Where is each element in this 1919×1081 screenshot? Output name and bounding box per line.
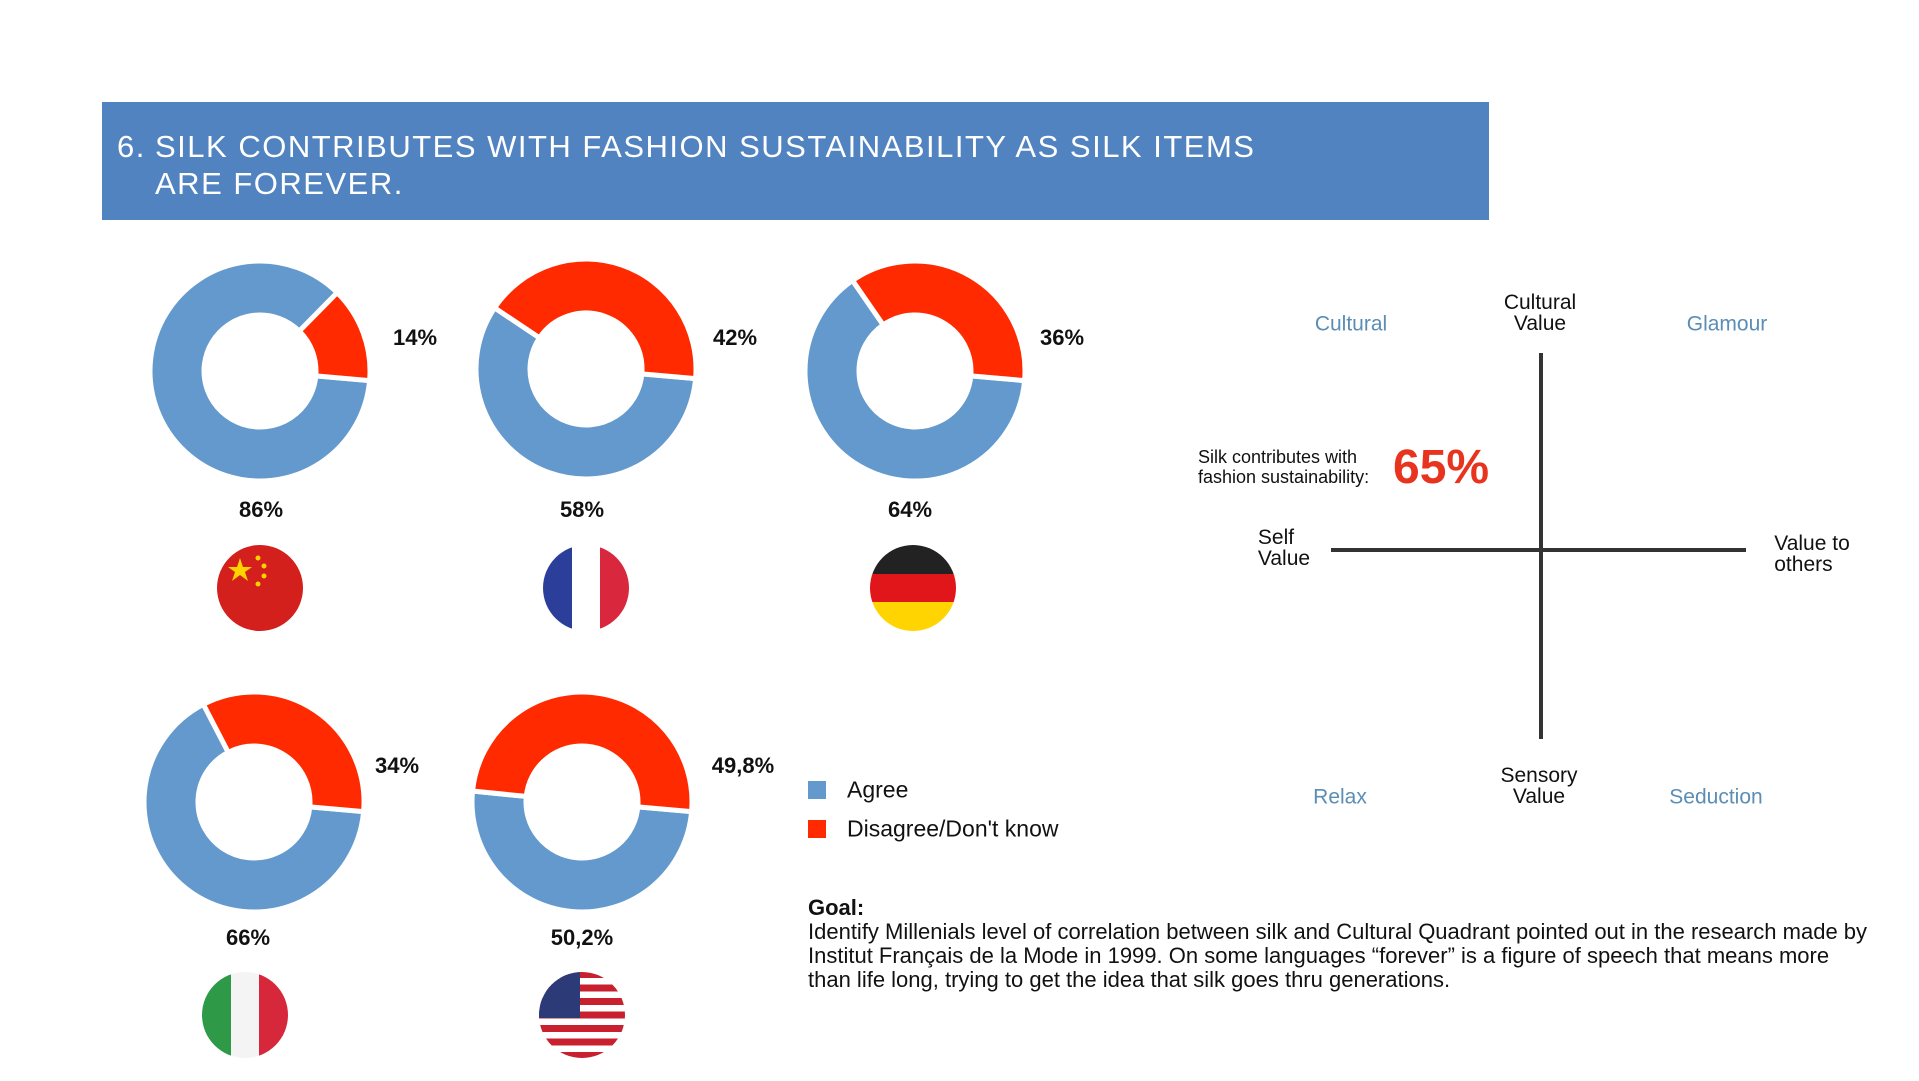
usa-agree-slice: [469, 788, 695, 915]
china-disagree-slice: [295, 289, 373, 384]
germany-donut: [802, 258, 1028, 484]
italy-disagree-label: 34%: [374, 753, 420, 778]
italy-agree-slice: [141, 700, 367, 915]
page-title: 6. Silk contributes with fashion sustain…: [117, 128, 1405, 202]
italy-flag-icon: [202, 972, 288, 1058]
quadrant-bottom-right-label: Seduction: [1669, 785, 1763, 809]
germany-flag-icon: [870, 545, 956, 631]
quadrant-top-axis-label: Cultural Value: [1503, 291, 1577, 335]
china-disagree-label: 14%: [392, 325, 438, 350]
usa-donut: [469, 689, 695, 915]
title-line-2: are forever.: [155, 166, 404, 201]
quadrant-top-right-label: Glamour: [1686, 312, 1768, 336]
legend-agree-label: Agree: [847, 776, 909, 803]
china-flag-icon: [217, 545, 303, 631]
france-agree-slice: [473, 304, 699, 482]
legend-disagree-label: Disagree/Don't know: [847, 815, 1059, 842]
usa-flag-icon: [539, 972, 625, 1058]
italy-donut: [141, 689, 367, 915]
quadrant-right-axis-label: Value to others: [1774, 532, 1850, 576]
germany-agree-slice: [802, 276, 1028, 484]
legend-agree-swatch: [808, 781, 826, 799]
usa-disagree-slice: [469, 689, 695, 815]
quadrant-vertical-axis: [1539, 353, 1543, 739]
quadrant-bottom-left-label: Relax: [1313, 785, 1367, 809]
france-agree-label: 58%: [559, 497, 605, 522]
italy-agree-label: 66%: [225, 925, 271, 950]
france-donut: [473, 256, 699, 482]
title-banner: [102, 102, 1489, 220]
germany-disagree-slice: [849, 258, 1028, 384]
quadrant-left-axis-label: Self Value: [1257, 526, 1311, 570]
goal-text: Identify Millenials level of correlation…: [808, 919, 1868, 992]
china-agree-slice: [147, 258, 373, 484]
france-disagree-label: 42%: [712, 325, 758, 350]
usa-disagree-label: 49,8%: [711, 753, 775, 778]
goal-section: Goal: Identify Millenials level of corre…: [808, 896, 1868, 992]
stat-value: 65%: [1393, 441, 1490, 494]
usa-agree-label: 50,2%: [550, 925, 614, 950]
france-disagree-slice: [491, 256, 699, 382]
title-number: 6.: [117, 129, 146, 164]
quadrant-horizontal-axis: [1331, 548, 1746, 552]
china-donut: [147, 258, 373, 484]
stat-label: Silk contributes with fashion sustainabi…: [1198, 447, 1370, 487]
france-flag-icon: [543, 545, 629, 631]
italy-disagree-slice: [200, 689, 367, 815]
legend-disagree-swatch: [808, 820, 826, 838]
quadrant-top-left-label: Cultural: [1314, 312, 1388, 336]
germany-disagree-label: 36%: [1039, 325, 1085, 350]
china-agree-label: 86%: [238, 497, 284, 522]
title-line-1: Silk contributes with fashion sustainabi…: [155, 129, 1256, 164]
quadrant-bottom-axis-label: Sensory Value: [1500, 764, 1578, 808]
goal-heading: Goal:: [808, 895, 865, 920]
germany-agree-label: 64%: [887, 497, 933, 522]
